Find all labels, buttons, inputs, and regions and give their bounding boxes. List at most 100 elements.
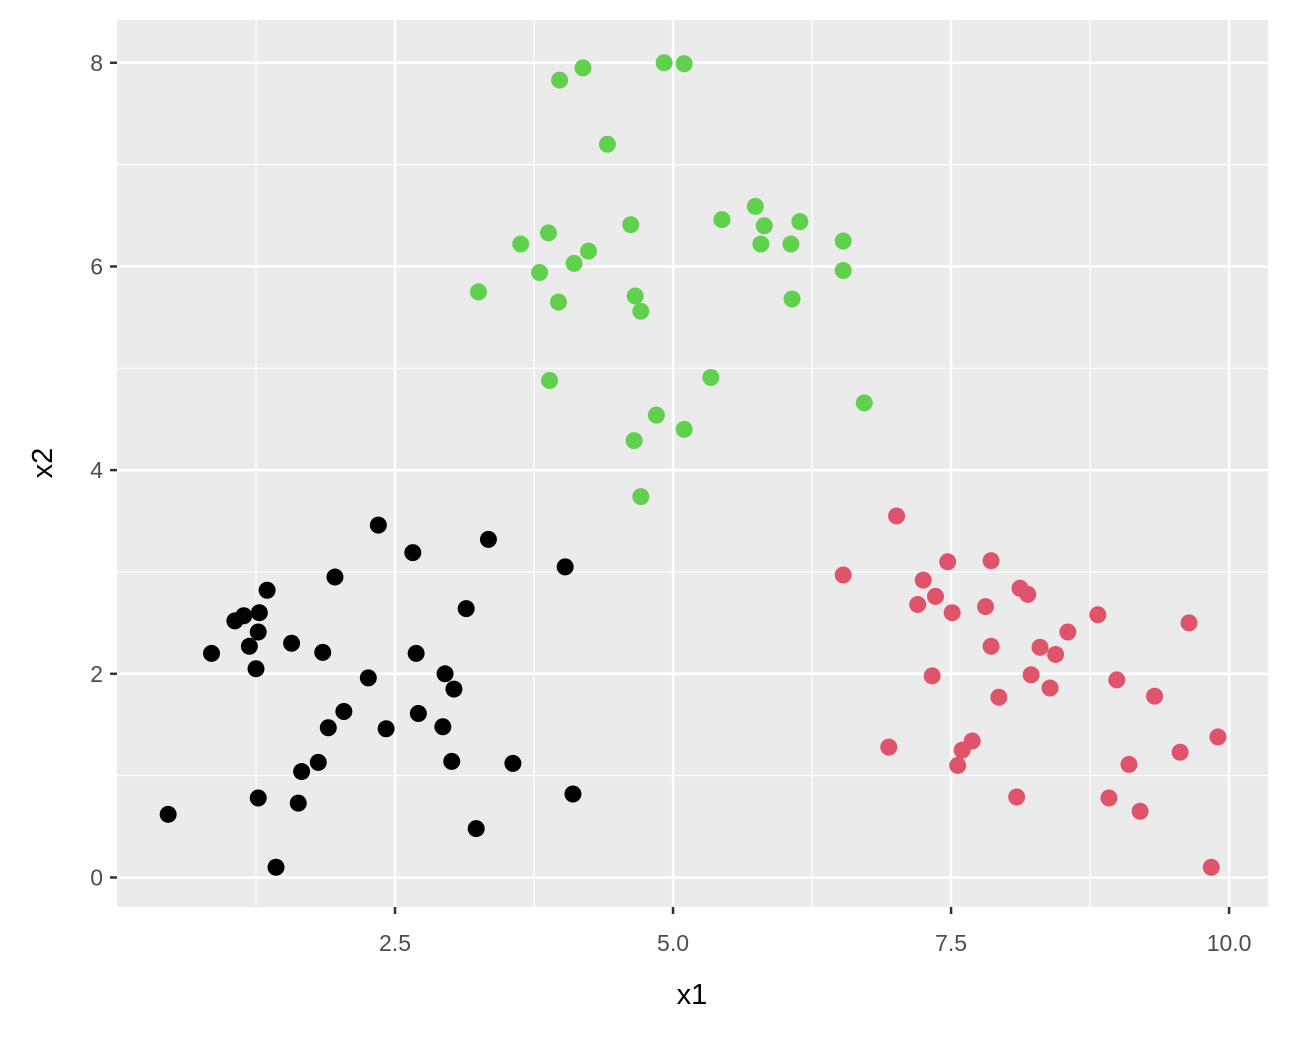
point [541, 372, 559, 390]
point [1131, 802, 1149, 820]
point [632, 302, 650, 320]
point [1047, 645, 1065, 663]
point [926, 587, 944, 605]
point [250, 604, 268, 622]
point [249, 623, 267, 641]
point [990, 688, 1008, 706]
point [1209, 728, 1227, 746]
point [1202, 858, 1220, 876]
point [258, 581, 276, 599]
point [1008, 788, 1026, 806]
point [404, 544, 422, 562]
x-tick-label: 2.5 [379, 930, 411, 956]
point [834, 262, 852, 280]
point [580, 242, 598, 260]
point [512, 235, 530, 253]
x-tick-label: 10.0 [1207, 930, 1252, 956]
point [467, 820, 485, 838]
y-tick-label: 2 [90, 661, 103, 687]
point [326, 568, 344, 586]
point [963, 732, 981, 750]
point [564, 785, 582, 803]
y-tick-label: 0 [90, 864, 103, 890]
point [702, 368, 720, 386]
point [293, 763, 311, 781]
point [782, 235, 800, 253]
point [625, 432, 643, 450]
point [655, 54, 673, 72]
point [939, 553, 957, 571]
point [247, 660, 265, 678]
point [283, 634, 301, 652]
x-axis-title: x1 [677, 979, 708, 1011]
point [235, 607, 253, 625]
point [565, 254, 583, 272]
point [249, 789, 267, 807]
y-axis-title: x2 [27, 448, 59, 479]
point [755, 217, 773, 235]
point [791, 213, 809, 231]
point [309, 753, 327, 771]
point [598, 135, 616, 153]
point [436, 665, 454, 683]
point [909, 596, 927, 614]
point [834, 232, 852, 250]
point [434, 718, 452, 736]
point [855, 394, 873, 412]
point [289, 794, 307, 812]
y-tick-label: 4 [90, 457, 103, 483]
point [240, 637, 258, 655]
y-tick-label: 6 [90, 253, 103, 279]
y-tick-label: 8 [90, 50, 103, 76]
point [267, 858, 285, 876]
point [377, 720, 395, 738]
point [834, 566, 852, 584]
point [443, 752, 461, 770]
point [675, 420, 693, 438]
point [203, 644, 221, 662]
point [574, 59, 592, 77]
point [1059, 623, 1077, 641]
point [445, 680, 463, 698]
point [888, 507, 906, 525]
point [469, 283, 487, 301]
point [539, 224, 557, 242]
point [1146, 687, 1164, 705]
point [549, 293, 567, 311]
point [622, 216, 640, 234]
point [982, 552, 1000, 570]
point [319, 719, 337, 737]
point [556, 558, 574, 576]
point [746, 197, 764, 215]
point [1031, 638, 1049, 656]
x-tick-label: 7.5 [935, 930, 967, 956]
point [632, 488, 650, 506]
point [1120, 755, 1138, 773]
point [675, 55, 693, 73]
point [314, 643, 332, 661]
point [1041, 679, 1059, 697]
x-tick-label: 5.0 [657, 930, 689, 956]
point [783, 290, 801, 308]
point [1019, 585, 1037, 603]
point [880, 738, 898, 756]
point [1180, 614, 1198, 632]
point [1100, 789, 1118, 807]
point [943, 604, 961, 622]
point [531, 264, 549, 282]
point [407, 644, 425, 662]
point [752, 235, 770, 253]
point [369, 516, 387, 534]
point [335, 702, 353, 720]
point [949, 756, 967, 774]
point [1089, 606, 1107, 624]
point [914, 571, 932, 589]
point [359, 669, 377, 687]
point [647, 406, 665, 424]
point [982, 637, 1000, 655]
point [1171, 743, 1189, 761]
point [551, 71, 569, 89]
point [713, 211, 731, 229]
point [504, 754, 522, 772]
